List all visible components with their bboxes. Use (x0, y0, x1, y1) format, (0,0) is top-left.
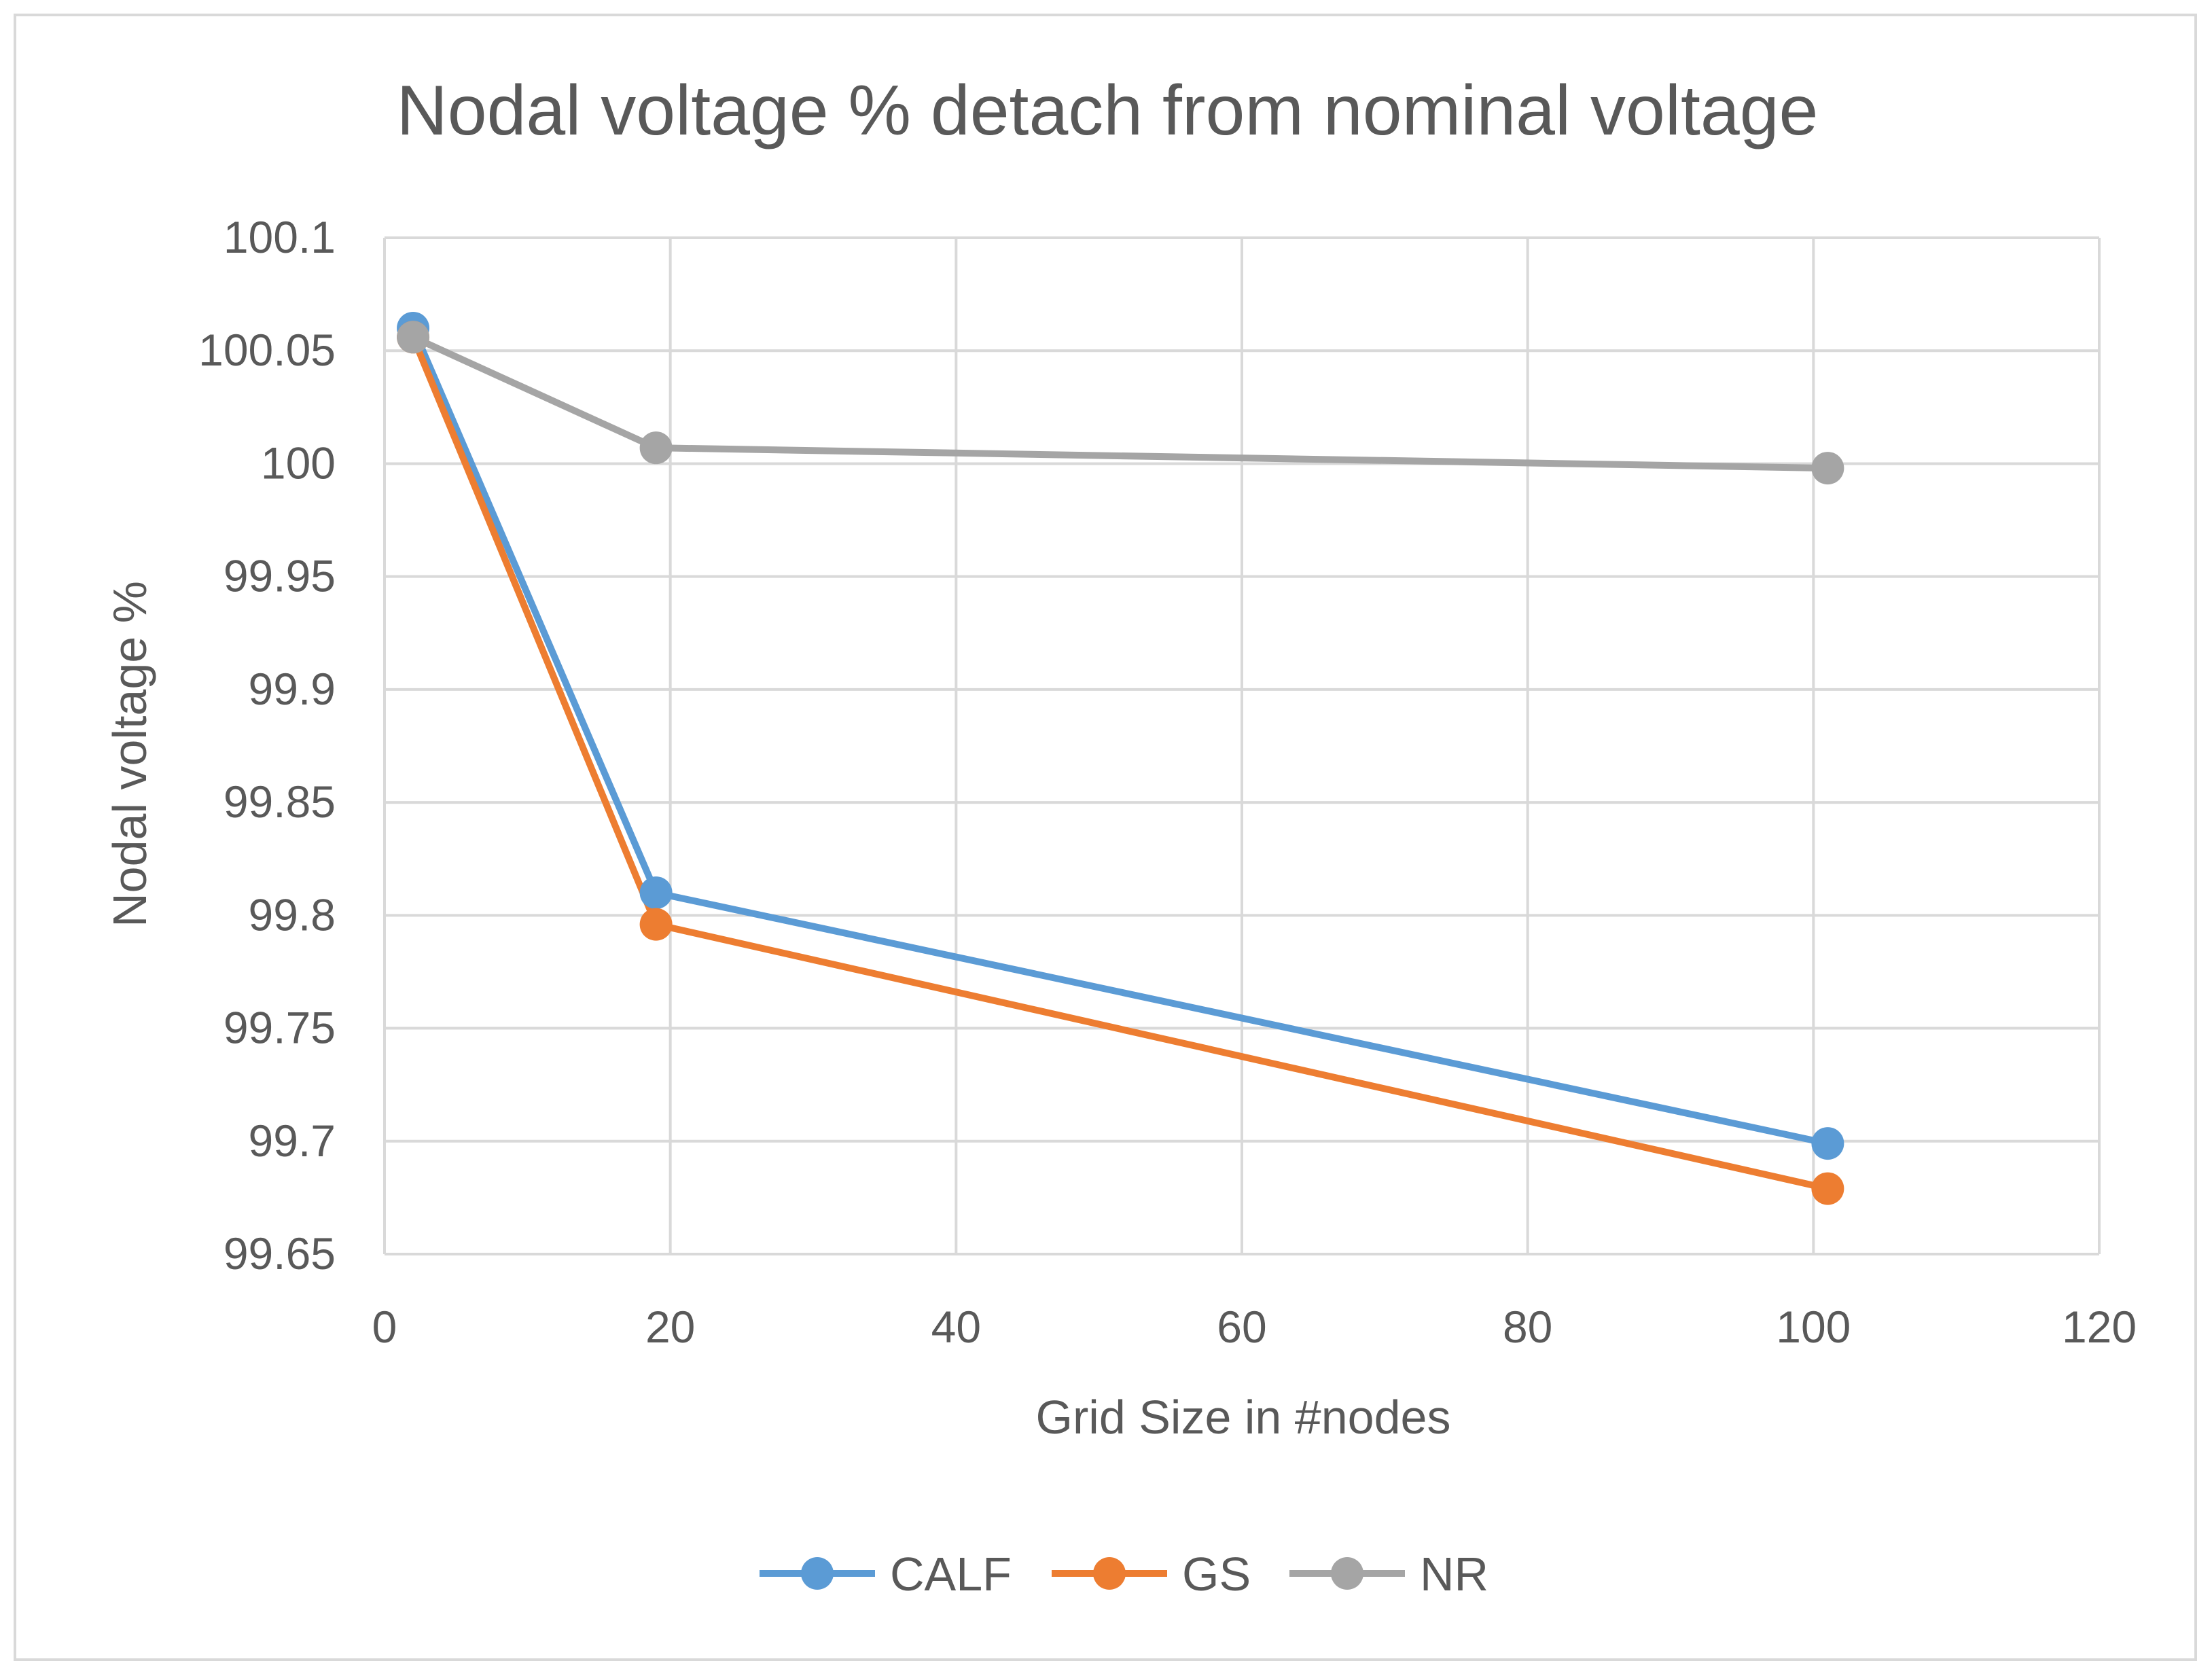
x-axis-label: Grid Size in #nodes (1036, 1391, 1451, 1444)
x-tick-label: 120 (2062, 1302, 2137, 1352)
y-tick-label: 99.8 (249, 889, 336, 940)
x-tick-label: 20 (645, 1302, 695, 1352)
series-line-calf (410, 324, 1832, 1147)
y-axis-label: Nodal voltage % (103, 581, 156, 927)
y-tick-label: 99.95 (224, 551, 336, 601)
x-tick-label: 100 (1776, 1302, 1851, 1352)
series-lines (410, 324, 1832, 1192)
series-line-nr (410, 334, 1832, 472)
legend-marker-calf (801, 1557, 834, 1590)
y-tick-label: 99.85 (224, 777, 336, 827)
data-point-nr (639, 431, 673, 465)
chart-frame (14, 14, 2197, 1661)
series-markers (397, 311, 1844, 1205)
y-axis-ticks: 99.65 99.7 99.75 99.8 99.85 99.9 99.95 100 100.0… (198, 212, 336, 1279)
data-point-calf (639, 876, 673, 910)
y-tick-label: 99.9 (249, 664, 336, 714)
legend-label-calf: CALF (890, 1548, 1012, 1601)
legend: CALF GS NR (760, 1548, 1488, 1601)
y-tick-label: 99.7 (249, 1116, 336, 1166)
data-point-nr (1811, 452, 1844, 485)
data-point-calf (1811, 1127, 1844, 1160)
y-tick-label: 99.65 (224, 1228, 336, 1279)
legend-label-nr: NR (1420, 1548, 1488, 1601)
y-tick-label: 100 (261, 438, 336, 488)
x-axis-ticks: 0 20 40 60 80 100 120 (372, 1302, 2137, 1352)
data-point-gs (639, 908, 673, 941)
chart-title: Nodal voltage % detach from nominal volt… (397, 71, 1819, 150)
gridlines (383, 236, 2101, 1255)
x-tick-label: 80 (1503, 1302, 1552, 1352)
data-point-nr (397, 321, 430, 354)
data-point-gs (1811, 1172, 1844, 1205)
y-tick-label: 100.1 (224, 212, 336, 262)
y-tick-label: 100.05 (198, 325, 336, 375)
legend-label-gs: GS (1182, 1548, 1251, 1601)
x-tick-label: 0 (372, 1302, 397, 1352)
legend-marker-nr (1331, 1557, 1363, 1590)
legend-marker-gs (1093, 1557, 1126, 1590)
x-tick-label: 60 (1217, 1302, 1266, 1352)
y-tick-label: 99.75 (224, 1003, 336, 1053)
x-tick-label: 40 (931, 1302, 981, 1352)
